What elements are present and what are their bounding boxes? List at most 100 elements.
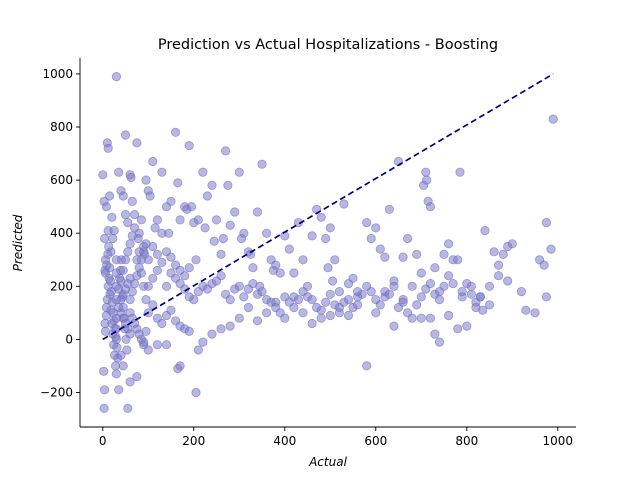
data-point <box>125 377 135 387</box>
data-point <box>136 215 146 225</box>
data-point <box>111 72 122 82</box>
data-point <box>316 313 326 323</box>
x-tick-label: 200 <box>182 434 205 448</box>
data-point <box>421 167 431 177</box>
data-point <box>111 369 122 379</box>
data-point <box>261 308 272 318</box>
data-point <box>218 233 228 244</box>
data-point <box>126 172 136 183</box>
data-point <box>271 260 281 270</box>
x-tick-label: 1000 <box>543 434 574 448</box>
data-point <box>257 286 267 297</box>
data-point <box>443 239 454 249</box>
data-point <box>216 324 226 334</box>
data-point <box>118 191 128 201</box>
data-point <box>493 271 504 281</box>
data-points <box>98 72 558 413</box>
data-point <box>380 252 390 262</box>
data-point <box>200 223 210 233</box>
data-point <box>243 302 253 313</box>
x-tick-label: 0 <box>99 434 107 448</box>
data-point <box>298 255 308 265</box>
data-point <box>166 196 176 206</box>
data-point <box>173 178 183 188</box>
data-point <box>541 218 552 228</box>
data-point <box>398 252 408 262</box>
data-point <box>123 403 133 413</box>
data-point <box>122 345 132 355</box>
data-point <box>132 371 142 382</box>
data-point <box>127 231 137 241</box>
data-point <box>198 167 208 177</box>
data-point <box>316 212 326 222</box>
data-point <box>132 255 142 265</box>
data-point <box>105 276 116 286</box>
data-point <box>416 313 426 323</box>
y-axis-label: Predicted <box>11 214 25 271</box>
data-point <box>114 385 124 395</box>
data-point <box>330 255 340 265</box>
data-point <box>316 305 326 315</box>
data-point <box>111 313 122 323</box>
data-point <box>252 207 263 217</box>
data-point <box>493 260 504 270</box>
data-point <box>402 233 413 244</box>
data-point <box>339 199 349 209</box>
data-point <box>230 207 240 217</box>
data-point <box>425 278 435 289</box>
reference-line <box>102 73 554 341</box>
data-point <box>111 294 122 305</box>
y-tick-label: 1000 <box>42 67 73 81</box>
data-point <box>366 286 376 297</box>
data-point <box>157 228 167 238</box>
data-point <box>239 292 249 302</box>
data-point <box>339 297 349 307</box>
data-point <box>548 114 558 124</box>
data-point <box>484 300 495 310</box>
data-point <box>100 385 110 395</box>
data-point <box>362 218 372 228</box>
data-point <box>104 241 114 252</box>
data-point <box>130 210 140 220</box>
y-axis-ticks: −200 0 200 400 600 800 1000 <box>40 67 80 399</box>
data-point <box>193 345 203 355</box>
data-point <box>307 231 317 241</box>
data-point <box>498 249 508 259</box>
data-point <box>234 167 244 177</box>
data-point <box>99 403 109 413</box>
data-point <box>216 249 226 259</box>
data-point <box>130 223 140 233</box>
data-point <box>216 271 226 281</box>
data-point <box>139 337 149 347</box>
data-point <box>275 268 285 278</box>
data-point <box>434 337 445 347</box>
x-tick-label: 400 <box>273 434 296 448</box>
data-point <box>105 263 115 273</box>
data-point <box>507 239 517 249</box>
data-point <box>407 313 417 323</box>
data-point <box>198 337 208 347</box>
data-point <box>202 191 212 201</box>
data-point <box>389 321 399 331</box>
data-point <box>125 294 135 305</box>
data-point <box>99 366 109 376</box>
data-point <box>430 329 440 339</box>
data-point <box>371 223 381 233</box>
data-point <box>148 273 158 283</box>
data-point <box>455 167 465 177</box>
data-point <box>157 257 167 267</box>
data-point <box>152 340 162 350</box>
data-point <box>457 286 467 297</box>
data-point <box>109 226 119 236</box>
data-point <box>114 167 124 177</box>
data-point <box>161 340 172 350</box>
data-point <box>366 233 376 244</box>
data-point <box>416 268 426 278</box>
data-point <box>503 276 513 286</box>
data-point <box>325 289 335 299</box>
y-tick-label: 600 <box>50 173 73 187</box>
data-point <box>166 305 176 315</box>
data-point <box>118 265 128 275</box>
data-point <box>103 249 113 259</box>
data-point <box>136 268 146 278</box>
